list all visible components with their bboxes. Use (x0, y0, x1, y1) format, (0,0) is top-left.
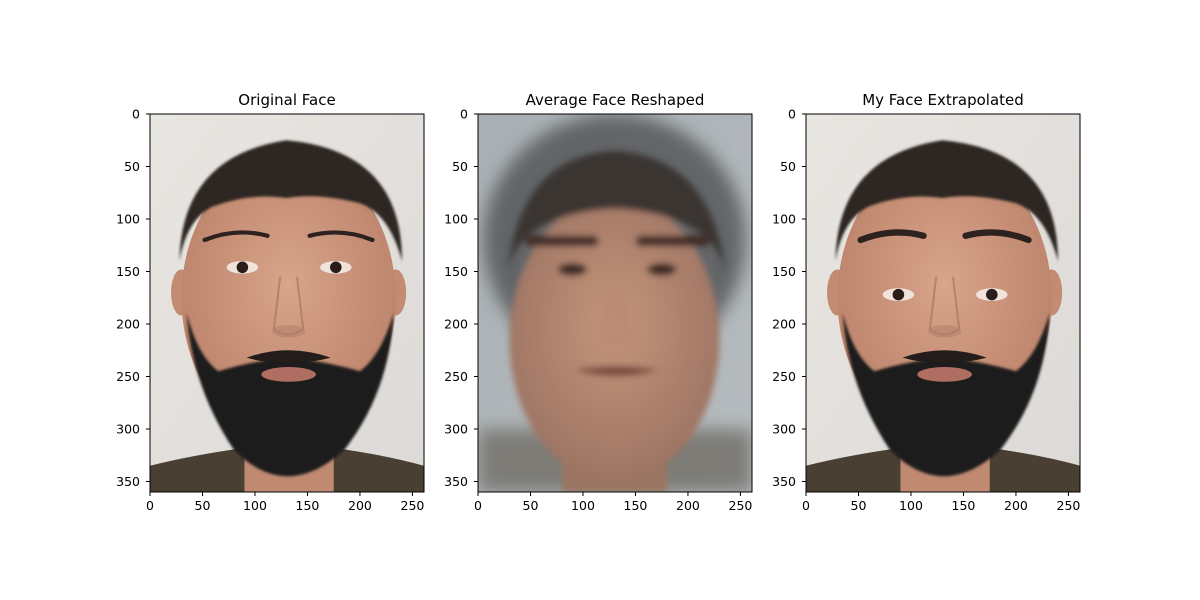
x-tick-label: 150 (296, 498, 320, 513)
x-tick-label: 100 (571, 498, 595, 513)
y-tick-label: 50 (452, 159, 468, 174)
y-tick-label: 50 (124, 159, 140, 174)
x-tick-label: 250 (1057, 498, 1081, 513)
y-tick-label: 100 (116, 212, 140, 227)
axes-frame (149, 113, 425, 493)
face-image-extrapolated (806, 114, 1080, 492)
axes-frame (477, 113, 753, 493)
y-tick-label: 350 (116, 474, 140, 489)
x-tick-label: 150 (952, 498, 976, 513)
panel-title: Original Face (238, 91, 335, 109)
y-tick-label: 100 (772, 212, 796, 227)
panel-3: My Face Extrapolated 0 50 100 150 200 250 0 50 10… (772, 91, 1081, 513)
y-tick-label: 200 (444, 317, 468, 332)
x-tick-label: 250 (729, 498, 753, 513)
x-tick-label: 150 (624, 498, 648, 513)
y-tick-label: 0 (460, 107, 468, 122)
x-tick-label: 200 (1004, 498, 1028, 513)
x-tick-label: 0 (802, 498, 810, 513)
x-tick-label: 250 (401, 498, 425, 513)
x-tick-label: 50 (523, 498, 539, 513)
y-tick-label: 300 (772, 422, 796, 437)
x-tick-label: 0 (146, 498, 154, 513)
panel-title: My Face Extrapolated (862, 91, 1024, 109)
panel-title: Average Face Reshaped (526, 91, 705, 109)
y-tick-label: 0 (788, 107, 796, 122)
x-tick-label: 50 (851, 498, 867, 513)
x-tick-label: 200 (676, 498, 700, 513)
face-image-average (478, 114, 752, 492)
y-tick-label: 350 (444, 474, 468, 489)
y-tick-label: 300 (116, 422, 140, 437)
y-tick-label: 150 (772, 264, 796, 279)
panel-1: Original Face 0 50 100 150 200 250 0 50 100 150 200… (116, 91, 425, 513)
y-tick-label: 300 (444, 422, 468, 437)
y-tick-label: 200 (116, 317, 140, 332)
y-tick-label: 50 (780, 159, 796, 174)
y-tick-label: 0 (132, 107, 140, 122)
x-tick-label: 200 (348, 498, 372, 513)
y-tick-label: 250 (772, 369, 796, 384)
y-tick-label: 250 (116, 369, 140, 384)
face-image-original (150, 114, 424, 492)
y-tick-label: 250 (444, 369, 468, 384)
x-tick-label: 100 (243, 498, 267, 513)
x-tick-label: 100 (899, 498, 923, 513)
x-tick-label: 0 (474, 498, 482, 513)
x-tick-label: 50 (195, 498, 211, 513)
y-tick-label: 150 (116, 264, 140, 279)
y-tick-label: 200 (772, 317, 796, 332)
axes-frame (805, 113, 1081, 493)
y-tick-label: 350 (772, 474, 796, 489)
y-tick-label: 150 (444, 264, 468, 279)
y-tick-label: 100 (444, 212, 468, 227)
panel-2: Average Face Reshaped 0 50 100 150 200 250 0 50 1… (444, 91, 753, 513)
